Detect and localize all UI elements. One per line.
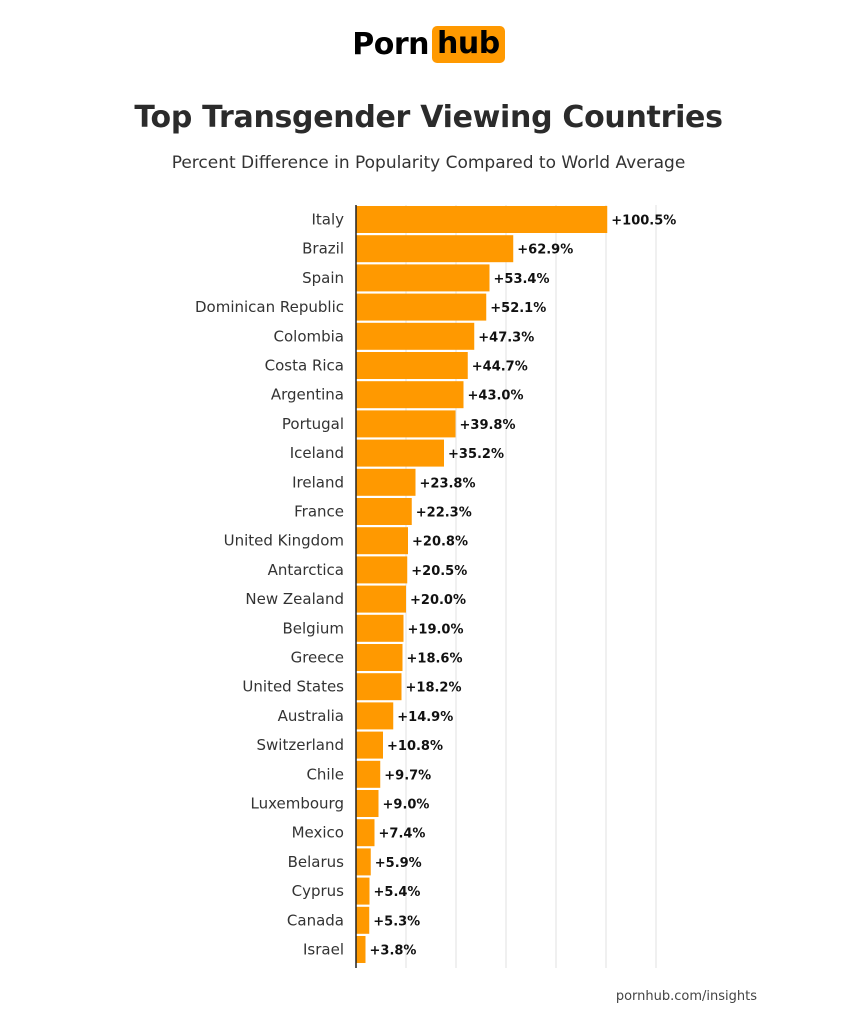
value-label: +7.4%	[379, 827, 426, 842]
logo-text-hub: hub	[432, 26, 505, 63]
logo-text-porn: Porn	[352, 27, 430, 62]
value-label: +10.8%	[387, 739, 443, 754]
value-label: +3.8%	[370, 944, 417, 959]
value-label: +20.5%	[411, 564, 467, 579]
category-label: Iceland	[290, 444, 344, 462]
bar	[356, 614, 404, 642]
category-label: Colombia	[274, 327, 345, 345]
category-label: Costa Rica	[265, 357, 344, 375]
bar	[356, 381, 464, 409]
source-footer: pornhub.com/insights	[615, 989, 757, 1004]
bar	[356, 906, 370, 934]
chart-subtitle: Percent Difference in Popularity Compare…	[171, 153, 686, 173]
category-label: Canada	[287, 911, 344, 929]
value-label: +100.5%	[611, 214, 676, 229]
category-label: Ireland	[292, 473, 344, 491]
bar	[356, 468, 416, 496]
bar	[356, 877, 370, 905]
bar	[356, 322, 475, 350]
category-label: France	[294, 503, 344, 521]
bar	[356, 293, 487, 321]
bar	[356, 498, 412, 525]
chart-title: Top Transgender Viewing Countries	[134, 100, 723, 135]
bar	[356, 235, 514, 263]
value-label: +47.3%	[478, 330, 534, 345]
value-label: +22.3%	[416, 506, 472, 521]
bar	[356, 819, 375, 847]
category-label: Portugal	[282, 415, 344, 433]
bar	[356, 936, 366, 963]
value-label: +53.4%	[494, 272, 550, 287]
brand-logo: Porn hub	[0, 26, 857, 63]
bar	[356, 264, 490, 292]
value-label: +18.2%	[406, 681, 462, 696]
category-label: Cyprus	[292, 882, 345, 900]
value-label: +9.0%	[383, 798, 430, 813]
value-label: +39.8%	[460, 418, 516, 433]
value-label: +23.8%	[420, 476, 476, 491]
bar	[356, 760, 381, 788]
category-label: Greece	[291, 649, 344, 667]
bar	[356, 439, 444, 467]
category-label: Belgium	[283, 619, 345, 637]
bar	[356, 731, 383, 759]
value-label: +62.9%	[517, 243, 573, 258]
category-label: New Zealand	[245, 590, 344, 608]
category-label: Australia	[278, 707, 344, 725]
value-label: +44.7%	[472, 360, 528, 375]
bar	[356, 790, 379, 817]
bar	[356, 410, 456, 438]
value-label: +9.7%	[384, 768, 431, 783]
category-label: Spain	[302, 269, 344, 287]
category-label: Dominican Republic	[195, 298, 344, 316]
bar	[356, 527, 408, 555]
category-label: Brazil	[302, 240, 344, 258]
bar	[356, 585, 406, 613]
bar	[356, 848, 371, 876]
bar	[356, 644, 403, 671]
value-label: +43.0%	[468, 389, 524, 404]
category-label: Mexico	[292, 824, 344, 842]
value-label: +18.6%	[407, 652, 463, 667]
value-label: +5.4%	[374, 885, 421, 900]
value-label: +5.3%	[373, 914, 420, 929]
bar	[356, 206, 608, 233]
value-label: +35.2%	[448, 447, 504, 462]
category-label: Belarus	[288, 853, 345, 871]
category-label: Antarctica	[268, 561, 344, 579]
category-label: Israel	[303, 941, 344, 959]
value-label: +14.9%	[397, 710, 453, 725]
bar	[356, 556, 408, 584]
category-label: Switzerland	[257, 736, 345, 754]
category-label: Luxembourg	[251, 795, 345, 813]
value-label: +5.9%	[375, 856, 422, 871]
category-label: Italy	[311, 211, 344, 229]
category-label: Argentina	[271, 386, 344, 404]
category-label: Chile	[306, 765, 344, 783]
value-label: +19.0%	[408, 622, 464, 637]
value-label: +20.0%	[410, 593, 466, 608]
bar	[356, 352, 468, 379]
category-label: United States	[242, 678, 344, 696]
category-label: United Kingdom	[224, 532, 344, 550]
value-label: +20.8%	[412, 535, 468, 550]
bar	[356, 673, 402, 701]
bar	[356, 702, 394, 730]
value-label: +52.1%	[490, 301, 546, 316]
